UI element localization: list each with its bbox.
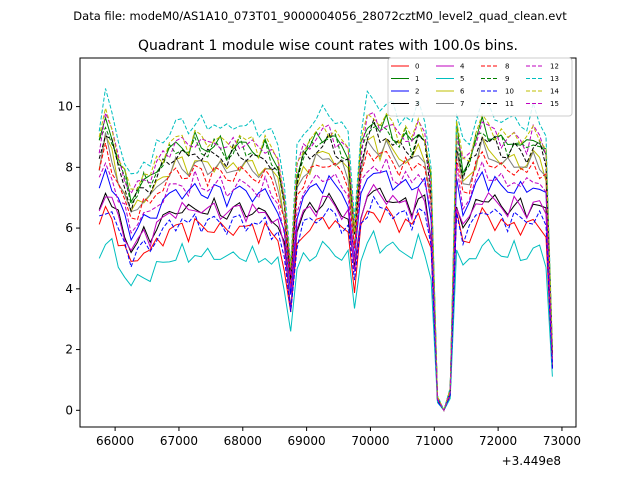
y-tick-label: 10: [58, 100, 73, 114]
legend-label-13: 13: [550, 75, 559, 83]
x-tick-label: 70000: [351, 434, 389, 448]
series-line-5: [98, 229, 553, 412]
x-offset-label: +3.449e8: [502, 454, 561, 468]
y-tick-label: 2: [65, 343, 73, 357]
legend-label-12: 12: [550, 63, 559, 71]
chart-title: Quadrant 1 module wise count rates with …: [138, 38, 518, 54]
legend-label-4: 4: [460, 63, 465, 71]
series-line-8: [98, 142, 553, 412]
plot-frame: [79, 57, 577, 428]
x-tick-label: 68000: [224, 434, 262, 448]
legend-label-15: 15: [550, 100, 559, 108]
x-tick-label: 66000: [96, 434, 134, 448]
legend-label-3: 3: [415, 100, 419, 108]
series-line-3: [98, 187, 553, 412]
legend-label-1: 1: [415, 75, 419, 83]
legend-label-10: 10: [505, 88, 514, 96]
x-tick-label: 69000: [288, 434, 326, 448]
series-layer: [98, 88, 553, 412]
series-line-7: [98, 132, 553, 412]
series-line-10: [99, 195, 553, 412]
series-line-2: [98, 167, 553, 412]
y-tick-label: 6: [65, 221, 73, 235]
legend-box: [387, 57, 573, 117]
y-tick-label: 4: [65, 282, 73, 296]
series-line-12: [98, 111, 553, 412]
legend-label-7: 7: [460, 100, 464, 108]
x-tick-label: 71000: [415, 434, 453, 448]
legend-label-0: 0: [415, 63, 419, 71]
series-line-13: [98, 88, 553, 412]
legend-label-9: 9: [505, 75, 509, 83]
legend-label-6: 6: [460, 88, 465, 96]
legend-label-8: 8: [505, 63, 509, 71]
legend-label-11: 11: [505, 100, 514, 108]
x-tick-label: 67000: [160, 434, 198, 448]
y-tick-label: 0: [65, 403, 73, 417]
legend-label-5: 5: [460, 75, 464, 83]
ticks-layer: 66000 67000 68000 69000 70000 71000 72000 73000…: [58, 100, 581, 448]
chart-suptitle: Data file: modeM0/AS1A10_073T01_90000040…: [73, 9, 567, 23]
series-line-4: [98, 183, 553, 412]
series-line-15: [98, 156, 553, 412]
series-line-0: [98, 205, 553, 412]
x-tick-label: 72000: [479, 434, 517, 448]
legend-label-2: 2: [415, 88, 419, 96]
y-tick-label: 8: [65, 160, 73, 174]
x-tick-label: 73000: [543, 434, 581, 448]
series-line-6: [98, 133, 553, 412]
series-line-14: [98, 106, 553, 412]
legend-label-14: 14: [550, 88, 559, 96]
